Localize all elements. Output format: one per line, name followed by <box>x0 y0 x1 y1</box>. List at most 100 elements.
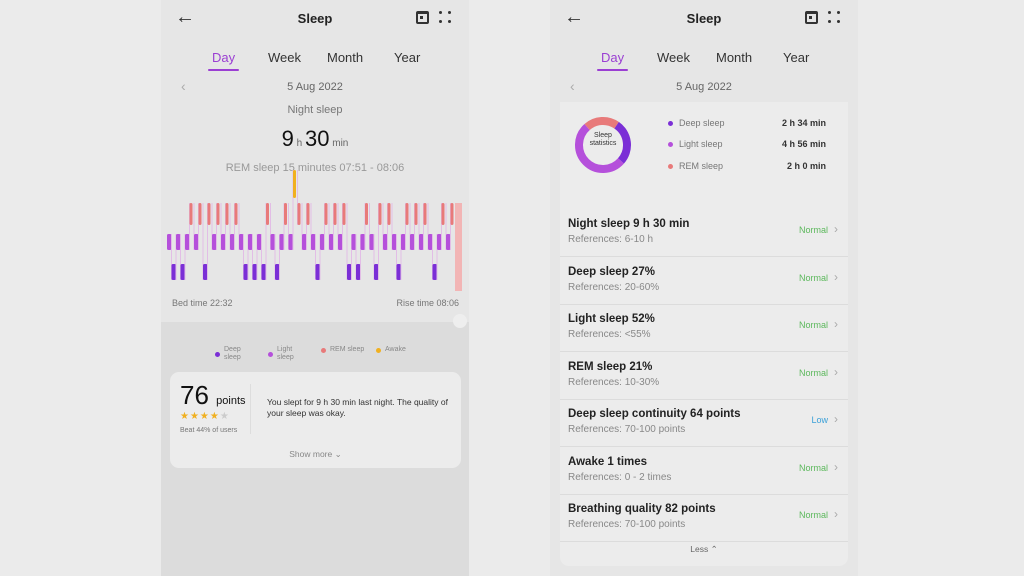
chevron-right-icon: › <box>834 507 838 521</box>
sleep-summary: You slept for 9 h 30 min last night. The… <box>267 397 448 418</box>
chevron-right-icon: › <box>834 317 838 331</box>
stage-L <box>212 234 217 250</box>
calendar-icon[interactable] <box>805 11 818 24</box>
stats-card: Sleep statistics Deep sleep 2 h 34 min L… <box>560 102 848 566</box>
sleep-stats-screen: ← Sleep Day Week Month Year ‹ 5 Aug 2022… <box>550 0 858 576</box>
stage-L <box>302 234 307 250</box>
metric-row[interactable]: Light sleep 52% References: <55% Normal › <box>560 305 848 352</box>
tab-week[interactable]: Week <box>657 50 690 65</box>
tab-month[interactable]: Month <box>327 50 364 65</box>
metric-row[interactable]: Deep sleep 27% References: 20-60% Normal › <box>560 258 848 305</box>
arrow-left-icon[interactable]: ← <box>175 6 195 28</box>
metric-row[interactable]: Awake 1 times References: 0 - 2 times Norm… <box>560 448 848 495</box>
stage-L <box>279 234 284 250</box>
metric-reference: References: 20-60% <box>568 281 660 293</box>
stage-D <box>252 264 257 280</box>
show-more-button[interactable]: Show more ⌄ <box>289 449 342 459</box>
tab-month[interactable]: Month <box>716 50 753 65</box>
stage-L <box>392 234 397 250</box>
scroll-handle[interactable] <box>453 314 467 328</box>
calendar-icon[interactable] <box>416 11 429 24</box>
metric-status: Normal <box>798 225 828 235</box>
chevron-right-icon: › <box>834 412 838 426</box>
grid-dots-icon[interactable] <box>439 11 451 23</box>
metric-reference: References: 10-30% <box>568 376 660 388</box>
legend-awake: Awake <box>376 346 406 354</box>
metric-row[interactable]: Deep sleep continuity 64 points Reference… <box>560 400 848 447</box>
chevron-right-icon: › <box>834 222 838 236</box>
tab-year[interactable]: Year <box>394 50 421 65</box>
metric-status: Normal <box>798 462 828 473</box>
stage-R <box>189 203 193 225</box>
metric-status: Low <box>811 415 828 425</box>
donut-slice <box>584 117 619 131</box>
donut-label: Sleep statistics <box>589 132 617 147</box>
stage-D <box>396 264 401 280</box>
stage-L <box>221 234 226 250</box>
metric-row[interactable]: Night sleep 9 h 30 min References: 6-10 h… <box>560 210 848 257</box>
stage-R <box>306 203 310 225</box>
stage-L <box>360 234 365 250</box>
previous-day-button[interactable]: ‹ <box>570 78 575 94</box>
stage-R <box>378 203 382 225</box>
chevron-right-icon: › <box>834 459 838 474</box>
stage-L <box>383 234 388 250</box>
stage-R <box>342 203 346 225</box>
stage-L <box>288 234 293 250</box>
arrow-left-icon[interactable]: ← <box>564 6 584 28</box>
metric-title: Light sleep 52% <box>568 313 655 325</box>
star-rating: ★★★★★ <box>180 411 230 422</box>
metric-reference: References: 6-10 h <box>568 234 654 245</box>
stage-L <box>437 234 442 250</box>
metric-row[interactable]: Breathing quality 82 points References: 7… <box>560 495 848 542</box>
stage-L <box>351 234 356 250</box>
metric-status: Normal <box>798 510 828 520</box>
tab-year[interactable]: Year <box>783 50 810 65</box>
tab-day[interactable]: Day <box>207 50 240 71</box>
sleep-day-screen: ← Sleep Day Week Month Year ‹ 5 Aug 2022… <box>161 0 469 576</box>
metric-title: Breathing quality 82 points <box>568 503 716 515</box>
stage-R <box>225 203 229 225</box>
metric-row[interactable]: REM sleep 21% References: 10-30% Normal › <box>560 353 848 400</box>
beat-users: Beat 44% of users <box>180 427 238 434</box>
tab-week[interactable]: Week <box>268 50 301 65</box>
stage-R <box>284 203 287 225</box>
score-card: 76 points ★★★★★ Beat 44% of users You sl… <box>170 372 461 468</box>
stat-light: Light sleep <box>668 139 723 149</box>
stage-D <box>347 264 352 280</box>
metric-title: Night sleep 9 h 30 min <box>568 218 690 230</box>
divider <box>250 384 251 434</box>
metric-status: Normal <box>798 367 828 378</box>
legend-rem: REM sleep <box>321 346 364 354</box>
hypnogram-chart[interactable] <box>167 170 463 292</box>
stage-R <box>450 203 454 225</box>
rem-note: REM sleep 15 minutes 07:51 - 08:06 <box>225 162 405 174</box>
stat-light-value: 4 h 56 min <box>781 139 826 149</box>
stage-D <box>315 264 320 280</box>
header: ← Sleep <box>161 0 469 36</box>
chevron-right-icon: › <box>834 364 838 379</box>
stage-R <box>266 203 269 225</box>
stage-R <box>324 203 328 225</box>
page-title: Sleep <box>686 11 722 26</box>
stage-L <box>338 234 343 250</box>
date-label: 5 Aug 2022 <box>287 81 343 93</box>
stage-L <box>185 234 190 250</box>
stage-R <box>414 203 418 225</box>
stage-R <box>333 203 337 225</box>
less-button[interactable]: Less ⌃ <box>690 544 718 554</box>
grid-dots-icon[interactable] <box>828 11 840 23</box>
chevron-right-icon: › <box>834 269 838 284</box>
stage-L <box>194 234 199 250</box>
stage-R <box>207 203 211 225</box>
stage-L <box>270 234 275 250</box>
tab-day[interactable]: Day <box>596 50 629 71</box>
metric-reference: References: 70-100 points <box>568 519 686 530</box>
metric-status: Normal <box>798 320 828 330</box>
stage-R <box>365 203 368 225</box>
stage-R <box>234 203 238 225</box>
stage-D <box>356 264 361 280</box>
previous-day-button[interactable]: ‹ <box>181 78 186 94</box>
stage-D <box>171 264 176 280</box>
rise-time: Rise time 08:06 <box>396 298 459 308</box>
